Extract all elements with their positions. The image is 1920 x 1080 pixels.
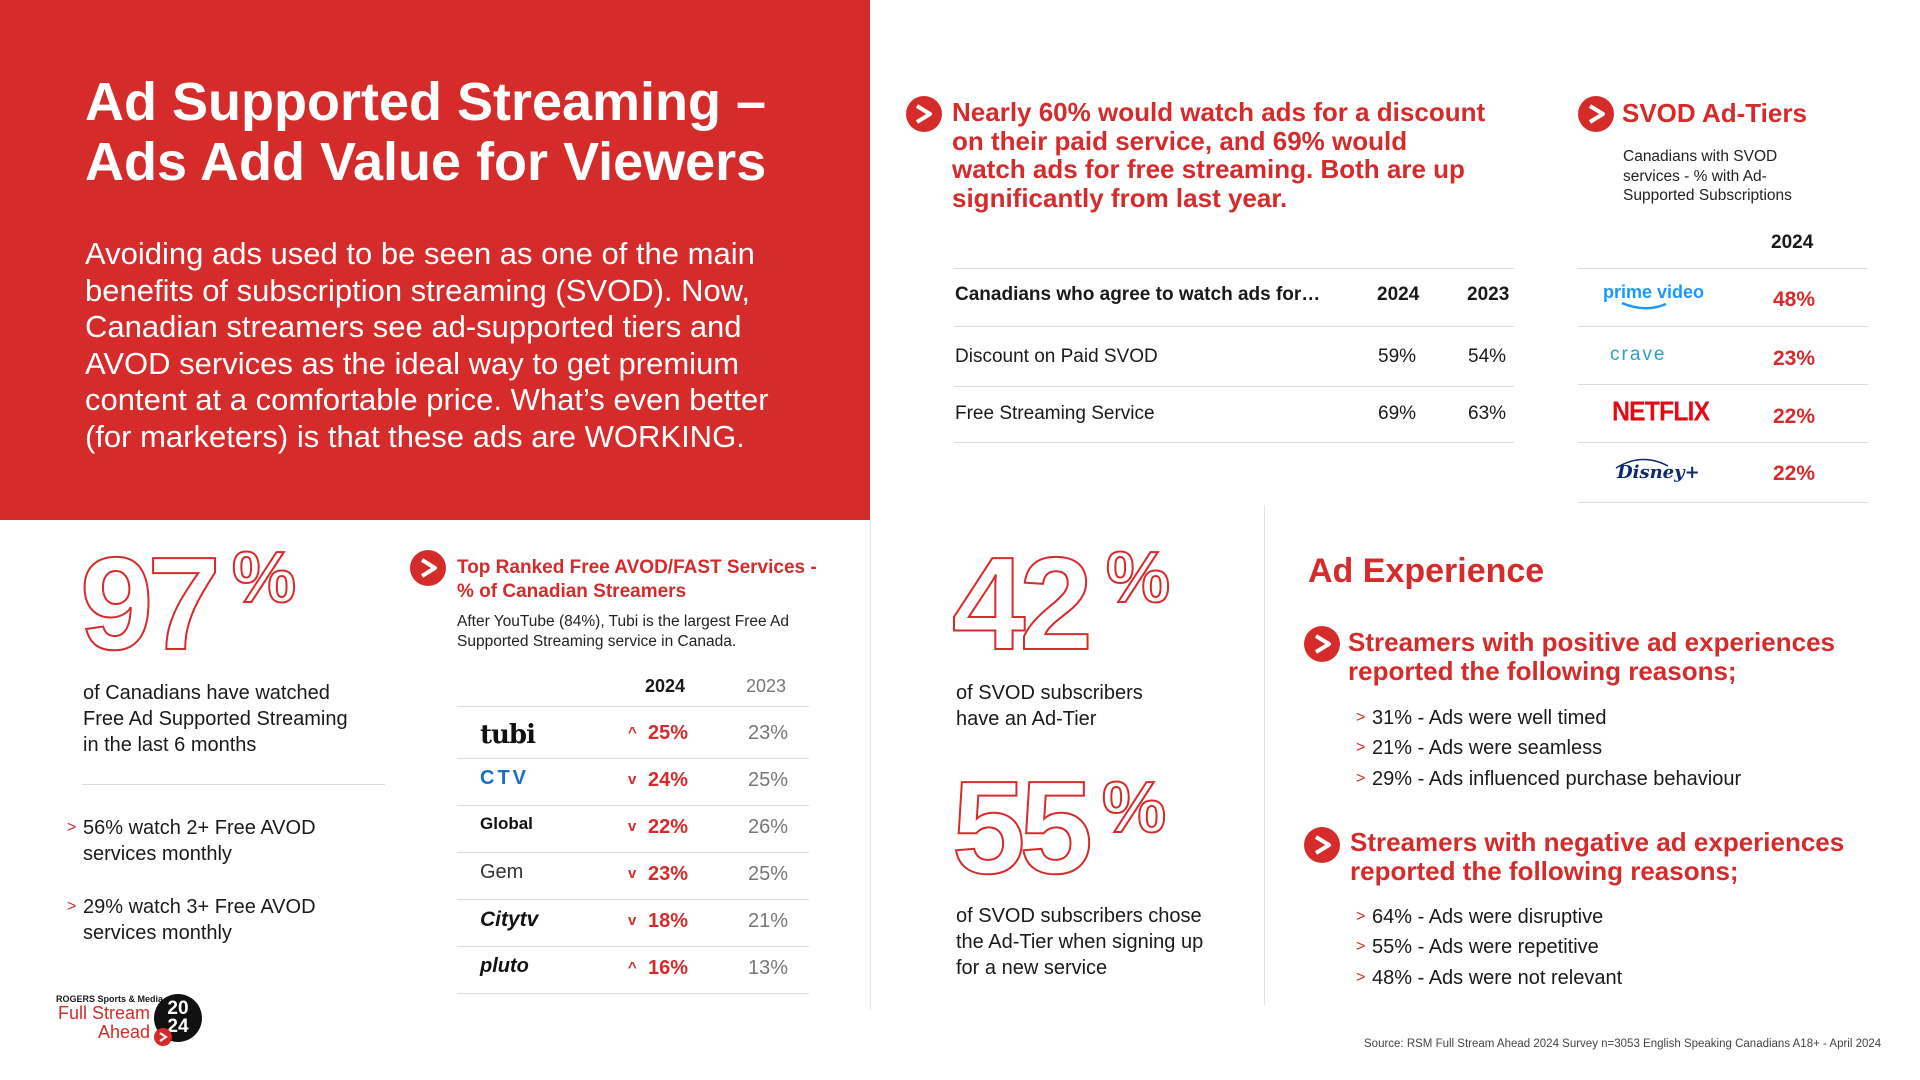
row-divider <box>457 758 809 759</box>
row-divider <box>457 899 809 900</box>
arrow-icon <box>906 96 942 132</box>
arrow-icon <box>1578 96 1614 132</box>
netflix-logo: NETFLIX <box>1612 396 1710 428</box>
header-panel <box>0 0 870 520</box>
percent-symbol: % <box>1105 538 1171 618</box>
avod-col-2024: 2024 <box>645 676 686 696</box>
row-divider <box>457 805 809 806</box>
table-cell: 26% <box>748 816 789 838</box>
intro-paragraph: Avoiding ads used to be seen as one of t… <box>85 236 769 454</box>
watch-ads-table-header: Canadians who agree to watch ads for… <box>955 284 1321 305</box>
arrow-icon <box>154 1028 172 1046</box>
stat-97-desc: of Canadians have watched Free Ad Suppor… <box>83 682 348 756</box>
arrow-icon <box>410 550 446 586</box>
avod-title: Top Ranked Free AVOD/FAST Services - % o… <box>457 557 817 602</box>
ad-experience-title: Ad Experience <box>1308 552 1545 590</box>
table-cell: 18% <box>648 910 689 932</box>
stat-55-desc: of SVOD subscribers chose the Ad-Tier wh… <box>956 905 1204 979</box>
table-row-label: Discount on Paid SVOD <box>955 346 1158 367</box>
percent-symbol: % <box>231 538 297 618</box>
arrow-icon <box>1304 827 1340 863</box>
col-2023: 2023 <box>1467 284 1510 305</box>
table-cell: 22% <box>648 816 689 838</box>
service-logo: CTV <box>480 767 529 789</box>
table-cell: 23% <box>748 722 789 744</box>
trend-icon: ^ <box>628 959 637 976</box>
avod-col-2023: 2023 <box>746 676 787 696</box>
svod-tiers-subtitle: Canadians with SVOD services - % with Ad… <box>1623 148 1792 204</box>
service-logo: Gem <box>480 861 524 883</box>
list-item: >55% - Ads were repetitive <box>1356 936 1599 958</box>
prime-smile-icon <box>1621 301 1667 310</box>
svod-tiers-title: SVOD Ad-Tiers <box>1622 98 1807 128</box>
row-divider <box>457 946 809 947</box>
stat-42-desc: of SVOD subscribers have an Ad-Tier <box>956 682 1143 730</box>
table-cell: 21% <box>748 910 789 932</box>
stat-97: 97 <box>79 530 222 677</box>
row-divider <box>457 993 809 994</box>
row-divider <box>457 852 809 853</box>
trend-icon: v <box>628 818 637 835</box>
table-cell: 25% <box>748 863 789 885</box>
table-cell: 63% <box>1468 403 1507 424</box>
table-cell: 59% <box>1378 346 1417 367</box>
list-item: >29% - Ads influenced purchase behaviour <box>1356 768 1742 790</box>
svod-value: 48% <box>1773 288 1816 311</box>
service-logo: Global <box>480 814 533 833</box>
percent-symbol: % <box>1101 768 1167 848</box>
page-title: Ad Supported Streaming – Ads Add Value f… <box>85 72 767 192</box>
list-item: >31% - Ads were well timed <box>1356 707 1607 729</box>
list-item: >21% - Ads were seamless <box>1356 737 1603 759</box>
stat-55: 55 <box>951 754 1094 901</box>
brand-name: Full Stream Ahead <box>57 1003 150 1042</box>
trend-icon: v <box>628 912 637 929</box>
crave-logo: crave <box>1610 344 1667 365</box>
table-cell: 16% <box>648 957 689 979</box>
table-cell: 69% <box>1378 403 1417 424</box>
disney-arc-icon <box>1615 458 1669 469</box>
negative-heading: Streamers with negative ad experiences r… <box>1350 827 1845 886</box>
trend-icon: v <box>628 771 637 788</box>
svod-value: 22% <box>1773 462 1816 485</box>
avod-subtitle: After YouTube (84%), Tubi is the largest… <box>457 613 790 650</box>
list-item: >64% - Ads were disruptive <box>1356 906 1604 928</box>
service-logo: Citytv <box>480 908 539 931</box>
service-logo: pluto <box>480 955 529 977</box>
source-note: Source: RSM Full Stream Ahead 2024 Surve… <box>1364 1038 1882 1050</box>
positive-heading: Streamers with positive ad experiences r… <box>1348 627 1835 686</box>
list-item: > 56% watch 2+ Free AVOD services monthl… <box>67 817 316 865</box>
divider <box>870 520 871 1010</box>
table-cell: 24% <box>648 769 689 791</box>
svod-value: 23% <box>1773 347 1816 370</box>
table-cell: 25% <box>748 769 789 791</box>
disney-plus-logo: Disney+ <box>1617 462 1700 483</box>
service-logo: tubi <box>480 720 536 750</box>
trend-icon: v <box>628 865 637 882</box>
table-cell: 54% <box>1468 346 1507 367</box>
divider <box>1264 505 1265 1005</box>
brand-small: ROGERS Sports & Media <box>56 994 164 1004</box>
list-item: > 29% watch 3+ Free AVOD services monthl… <box>67 896 316 944</box>
list-item: >48% - Ads were not relevant <box>1356 967 1623 989</box>
stat-42: 42 <box>951 530 1094 677</box>
table-cell: 25% <box>648 722 689 744</box>
prime-video-logo: prime video <box>1603 282 1705 302</box>
trend-icon: ^ <box>628 724 637 741</box>
svod-year-header: 2024 <box>1771 232 1814 253</box>
table-row-label: Free Streaming Service <box>955 403 1155 424</box>
arrow-icon <box>1304 626 1340 662</box>
table-cell: 23% <box>648 863 689 885</box>
watch-ads-headline: Nearly 60% would watch ads for a discoun… <box>952 97 1486 213</box>
table-cell: 13% <box>748 957 789 979</box>
svod-value: 22% <box>1773 405 1816 428</box>
col-2024: 2024 <box>1377 284 1420 305</box>
